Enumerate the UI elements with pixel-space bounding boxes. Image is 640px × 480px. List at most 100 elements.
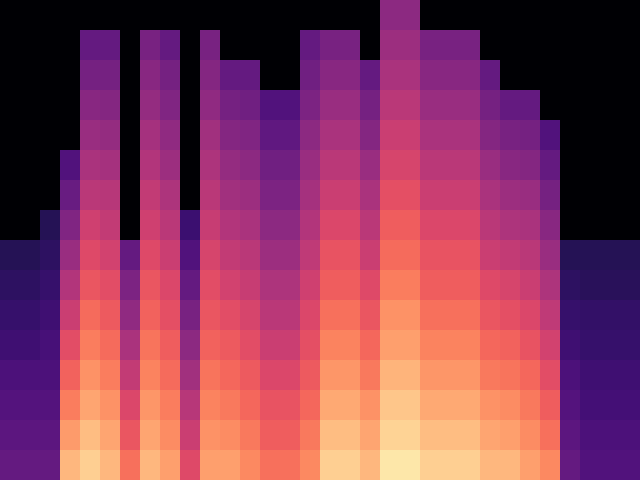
cell <box>220 120 240 150</box>
cell <box>380 390 400 420</box>
cell <box>540 300 560 330</box>
heatmap-cells <box>0 0 640 480</box>
cell <box>140 390 160 420</box>
cell <box>160 450 180 480</box>
cell <box>240 30 260 60</box>
cell <box>80 210 100 240</box>
cell <box>460 300 480 330</box>
cell <box>340 120 360 150</box>
cell <box>120 180 140 210</box>
cell <box>480 150 500 180</box>
cell <box>220 420 240 450</box>
cell <box>20 150 40 180</box>
cell <box>440 270 460 300</box>
cell <box>480 270 500 300</box>
cell <box>540 240 560 270</box>
cell <box>260 0 280 30</box>
cell <box>100 360 120 390</box>
cell <box>200 450 220 480</box>
cell <box>280 270 300 300</box>
cell <box>80 390 100 420</box>
cell <box>620 300 640 330</box>
cell <box>420 450 440 480</box>
cell <box>440 30 460 60</box>
cell <box>40 270 60 300</box>
cell <box>300 60 320 90</box>
cell <box>200 0 220 30</box>
cell <box>500 210 520 240</box>
cell <box>280 120 300 150</box>
cell <box>580 330 600 360</box>
cell <box>140 150 160 180</box>
cell <box>60 150 80 180</box>
cell <box>360 330 380 360</box>
cell <box>600 420 620 450</box>
cell <box>300 270 320 300</box>
cell <box>600 390 620 420</box>
cell <box>620 360 640 390</box>
cell <box>40 60 60 90</box>
cell <box>560 180 580 210</box>
cell <box>60 60 80 90</box>
cell <box>420 300 440 330</box>
cell <box>300 240 320 270</box>
cell <box>540 150 560 180</box>
cell <box>240 60 260 90</box>
cell <box>360 360 380 390</box>
cell <box>60 390 80 420</box>
cell <box>460 450 480 480</box>
cell <box>160 120 180 150</box>
cell <box>420 0 440 30</box>
cell <box>500 150 520 180</box>
cell <box>20 270 40 300</box>
cell <box>100 330 120 360</box>
cell <box>320 30 340 60</box>
cell <box>520 360 540 390</box>
cell <box>240 420 260 450</box>
cell <box>260 30 280 60</box>
cell <box>300 0 320 30</box>
cell <box>320 450 340 480</box>
cell <box>420 180 440 210</box>
cell <box>380 0 400 30</box>
cell <box>140 240 160 270</box>
cell <box>360 240 380 270</box>
cell <box>580 210 600 240</box>
cell <box>420 150 440 180</box>
cell <box>480 420 500 450</box>
cell <box>460 210 480 240</box>
cell <box>220 450 240 480</box>
cell <box>460 270 480 300</box>
cell <box>360 120 380 150</box>
cell <box>340 240 360 270</box>
cell <box>100 0 120 30</box>
cell <box>220 180 240 210</box>
cell <box>520 330 540 360</box>
cell <box>140 90 160 120</box>
cell <box>260 210 280 240</box>
cell <box>20 300 40 330</box>
cell <box>620 240 640 270</box>
cell <box>380 30 400 60</box>
cell <box>320 180 340 210</box>
cell <box>40 180 60 210</box>
cell <box>80 360 100 390</box>
cell <box>400 60 420 90</box>
cell <box>160 90 180 120</box>
cell <box>540 30 560 60</box>
cell <box>240 270 260 300</box>
cell <box>460 180 480 210</box>
cell <box>580 300 600 330</box>
cell <box>180 360 200 390</box>
cell <box>280 420 300 450</box>
cell <box>560 120 580 150</box>
cell <box>540 180 560 210</box>
cell <box>280 30 300 60</box>
cell <box>500 60 520 90</box>
cell <box>100 420 120 450</box>
cell <box>400 90 420 120</box>
cell <box>440 330 460 360</box>
cell <box>600 180 620 210</box>
cell <box>120 420 140 450</box>
cell <box>580 150 600 180</box>
